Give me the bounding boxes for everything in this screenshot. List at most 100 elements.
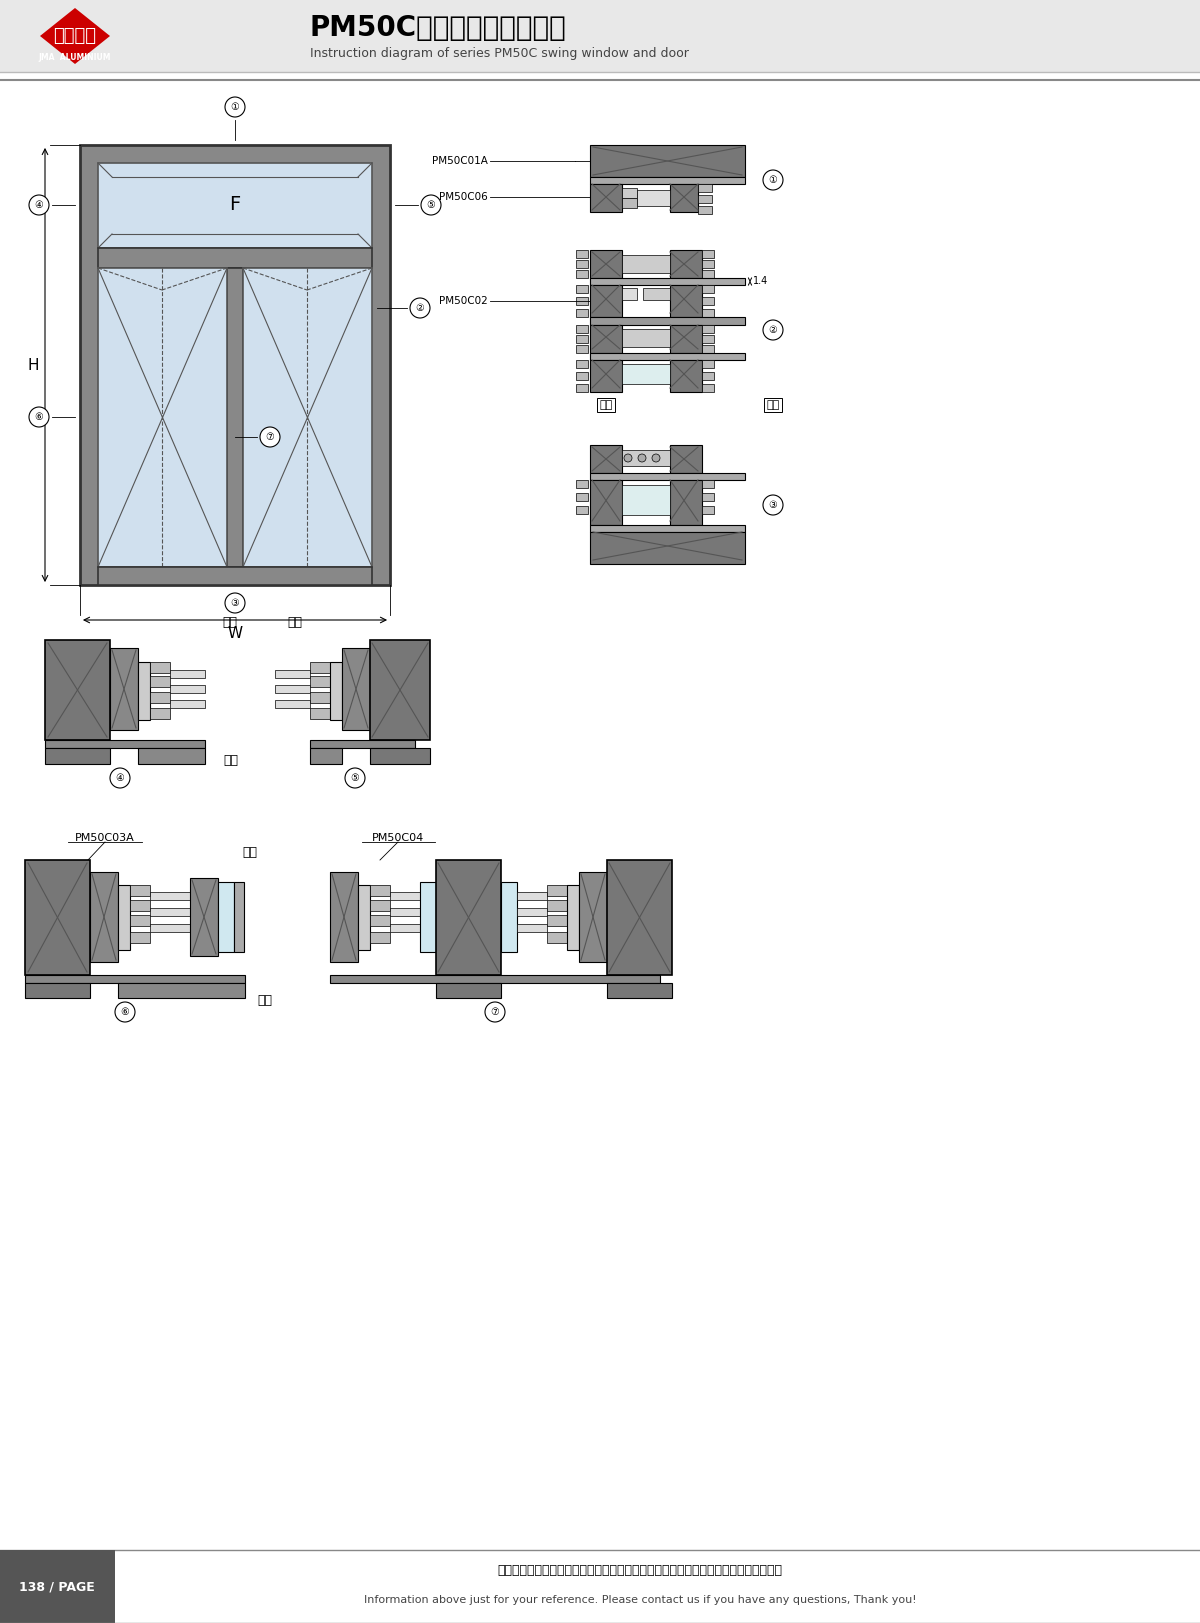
Text: ⑥: ⑥	[35, 412, 43, 422]
Text: 室外: 室外	[223, 753, 238, 766]
Bar	[698, 206, 712, 214]
Bar	[702, 286, 714, 294]
Bar	[702, 334, 714, 342]
Text: ⑤: ⑤	[350, 773, 359, 782]
Bar	[568, 885, 580, 949]
Bar	[576, 385, 588, 393]
Bar	[138, 662, 150, 721]
Text: ③: ③	[230, 597, 239, 609]
Bar	[150, 691, 170, 703]
Bar	[670, 286, 702, 316]
Bar	[310, 662, 330, 674]
Bar	[702, 493, 714, 502]
Bar	[590, 445, 622, 472]
Bar	[275, 670, 310, 678]
Bar	[576, 269, 588, 278]
Bar	[118, 885, 130, 949]
Circle shape	[29, 195, 49, 214]
Bar	[670, 480, 702, 524]
Text: ⑥: ⑥	[121, 1006, 130, 1018]
Text: ⑤: ⑤	[427, 200, 436, 209]
Bar	[517, 893, 547, 901]
Circle shape	[763, 170, 784, 190]
Bar	[46, 740, 205, 748]
Bar	[590, 480, 622, 524]
Text: 坚美铝业: 坚美铝业	[54, 28, 96, 45]
Bar	[590, 316, 745, 325]
Bar	[590, 144, 745, 177]
Text: 室内: 室内	[599, 399, 613, 411]
Bar	[130, 932, 150, 943]
Bar	[590, 472, 745, 480]
Circle shape	[652, 454, 660, 463]
Bar	[436, 860, 502, 975]
Text: 图中所示型材截面、装配、编号、尺寸及重量仅供参考。如有疑问，请向本公司查询。: 图中所示型材截面、装配、编号、尺寸及重量仅供参考。如有疑问，请向本公司查询。	[498, 1563, 782, 1576]
Text: H: H	[28, 357, 38, 373]
Bar	[138, 748, 205, 764]
Bar	[590, 183, 622, 213]
Text: ④: ④	[115, 773, 125, 782]
Bar	[576, 250, 588, 258]
Bar	[547, 901, 568, 911]
Bar	[576, 325, 588, 333]
Bar	[702, 372, 714, 380]
Text: 1.4: 1.4	[754, 276, 768, 286]
Bar	[702, 269, 714, 278]
Bar	[310, 677, 330, 687]
Bar	[590, 250, 622, 278]
Circle shape	[29, 407, 49, 427]
Text: PM50C01A: PM50C01A	[432, 156, 488, 166]
Bar	[670, 325, 702, 352]
Circle shape	[346, 768, 365, 789]
Bar	[702, 308, 714, 316]
Bar	[517, 907, 547, 915]
Text: ②: ②	[415, 304, 425, 313]
Bar	[170, 700, 205, 708]
Bar	[607, 860, 672, 975]
Bar	[702, 385, 714, 393]
Text: ⑦: ⑦	[491, 1006, 499, 1018]
Text: JMA  ALUMINIUM: JMA ALUMINIUM	[38, 54, 112, 63]
Bar	[330, 975, 660, 984]
Bar	[390, 923, 420, 932]
Bar	[150, 893, 190, 901]
Circle shape	[421, 195, 442, 214]
Bar	[98, 162, 372, 248]
Bar	[342, 648, 370, 730]
Circle shape	[485, 1001, 505, 1022]
Bar	[702, 506, 714, 514]
Text: PM50C系列平开门窗结构图: PM50C系列平开门窗结构图	[310, 15, 566, 42]
Bar	[576, 372, 588, 380]
Circle shape	[260, 427, 280, 446]
Bar	[0, 0, 1200, 71]
Bar	[622, 287, 637, 300]
Bar	[46, 639, 110, 740]
Text: PM50C04: PM50C04	[372, 833, 424, 842]
Text: 138 / PAGE: 138 / PAGE	[19, 1581, 95, 1594]
Circle shape	[638, 454, 646, 463]
Bar	[670, 360, 702, 393]
Circle shape	[624, 454, 632, 463]
Bar	[576, 346, 588, 352]
Bar	[370, 932, 390, 943]
Bar	[702, 360, 714, 368]
Text: ①: ①	[230, 102, 239, 112]
Bar	[576, 506, 588, 514]
Bar	[590, 532, 745, 565]
Bar	[622, 255, 670, 273]
Bar	[698, 195, 712, 203]
Text: 室外: 室外	[258, 993, 272, 1006]
Text: F: F	[229, 195, 241, 214]
Bar	[436, 984, 502, 998]
Bar	[150, 677, 170, 687]
Bar	[80, 144, 390, 584]
Bar	[698, 183, 712, 192]
Bar	[576, 260, 588, 268]
Bar	[218, 881, 234, 953]
Bar	[622, 329, 670, 347]
Bar	[275, 685, 310, 693]
Text: PM50C03A: PM50C03A	[76, 833, 134, 842]
Bar	[150, 662, 170, 674]
Bar	[502, 881, 517, 953]
Bar	[590, 177, 745, 183]
